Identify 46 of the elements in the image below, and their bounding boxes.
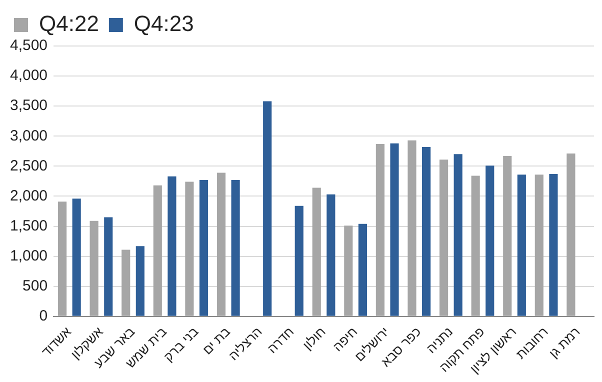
legend-label: Q4:23 [134, 11, 194, 36]
bar [454, 154, 462, 316]
y-tick-label: 4,500 [10, 37, 48, 54]
bar [439, 160, 448, 316]
bar [534, 174, 544, 316]
bar [90, 220, 98, 316]
x-tick-label: חולון [300, 324, 328, 353]
y-tick-label: 500 [22, 277, 48, 294]
bar [58, 202, 67, 316]
bar [390, 143, 399, 316]
bar [199, 180, 208, 316]
bar [136, 246, 144, 316]
bar [549, 174, 558, 316]
bar [231, 180, 240, 316]
y-tick-label: 2,000 [10, 187, 48, 204]
bar [471, 176, 480, 316]
bar [358, 224, 368, 316]
y-tick-label: 0 [39, 308, 48, 325]
bar [517, 174, 526, 316]
bar [168, 176, 176, 316]
bar [72, 198, 81, 316]
bar [376, 144, 384, 316]
bar [263, 101, 272, 316]
bar [122, 250, 130, 316]
y-tick-label: 3,500 [10, 97, 48, 114]
bar [408, 140, 416, 316]
bar [312, 188, 321, 316]
x-tick-label: חדרה [264, 324, 297, 356]
bar [566, 154, 576, 316]
y-tick-label: 2,500 [10, 157, 48, 174]
bar [422, 146, 431, 316]
bar [104, 217, 113, 316]
bar [486, 166, 494, 316]
y-tick-label: 1,500 [10, 217, 48, 234]
bar [503, 156, 512, 316]
bar [294, 206, 304, 316]
bar [153, 185, 162, 316]
bar [216, 172, 226, 316]
y-tick-label: 3,000 [10, 127, 48, 144]
x-tick-label: רמת גן [546, 324, 583, 361]
y-tick-label: 4,000 [10, 67, 48, 84]
y-tick-label: 1,000 [10, 247, 48, 264]
bar [344, 226, 353, 316]
legend-label: Q4:22 [39, 11, 99, 36]
bar [326, 194, 336, 316]
bar [185, 182, 194, 316]
